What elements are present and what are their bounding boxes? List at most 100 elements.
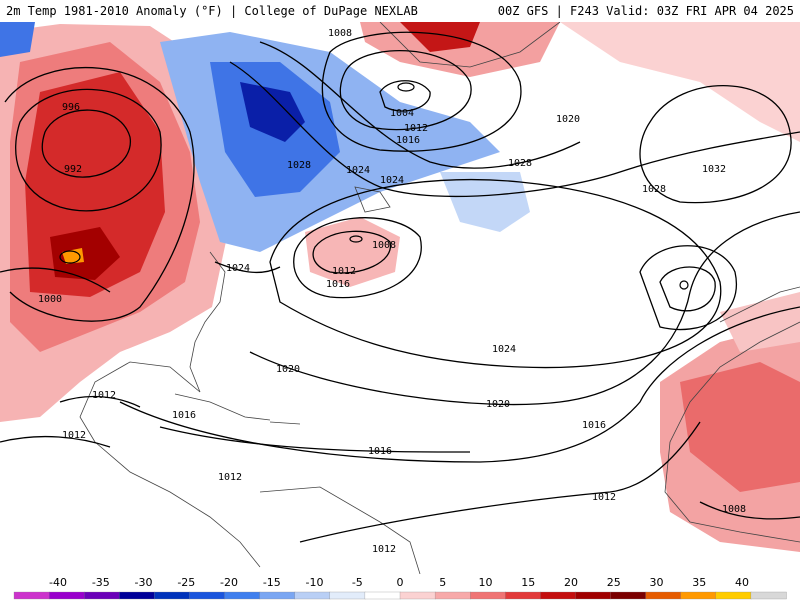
map-title: 2m Temp 1981-2010 Anomaly (°F) | College…	[6, 4, 418, 18]
colorbar-swatch	[540, 591, 577, 600]
isobar-label: 1016	[326, 279, 350, 290]
colorbar-swatch	[259, 591, 296, 600]
temperature-anomaly-colorbar: -40 -35 -30 -25 -20 -15 -10 -5 0 5 10 15 20 25 30 35 40	[0, 574, 800, 600]
colorbar-tick-label: 5	[439, 576, 446, 589]
colorbar-tick-label: -5	[352, 576, 363, 589]
colorbar-tick-label: 20	[564, 576, 578, 589]
isobar-1016-south	[159, 426, 471, 453]
isobar-label: 1012	[62, 430, 86, 441]
coastline-greenland	[379, 22, 561, 68]
model-run-info: 00Z GFS | F243 Valid: 03Z FRI APR 04 202…	[497, 4, 794, 18]
colorbar-swatch	[399, 591, 436, 600]
colorbar-tick-label: 35	[692, 576, 706, 589]
isobar-label: 996	[62, 102, 80, 113]
coastline-iberia	[719, 286, 800, 323]
colorbar-tick-label: 25	[607, 576, 621, 589]
colorbar-tick-label: -20	[220, 576, 238, 589]
isobar-north-atlantic-band-2	[229, 61, 800, 198]
isobar-ring-azores-high-outer	[639, 245, 738, 331]
colorbar-swatch	[329, 591, 366, 600]
temperature-anomaly-shading	[0, 22, 800, 552]
colorbar-swatch	[294, 591, 331, 600]
isobar-ring-low-west	[41, 109, 131, 178]
isobar-label: 1012	[372, 544, 396, 555]
colorbar-tick-label: -35	[92, 576, 110, 589]
cold-anomaly-nw-corner	[0, 22, 35, 57]
isobar-label: 1012	[404, 123, 428, 134]
colorbar-tick-label: 30	[650, 576, 664, 589]
isobar-label: 1024	[226, 263, 250, 274]
colorbar-swatch	[48, 591, 85, 600]
colorbar-swatches	[13, 591, 787, 600]
isobar-low-west-trough	[4, 67, 195, 322]
warm-anomaly-greenland	[360, 22, 560, 77]
isobar-label: 1012	[592, 492, 616, 503]
colorbar-swatch	[364, 591, 401, 600]
colorbar-swatch	[505, 591, 542, 600]
isobar-1016-band	[119, 306, 800, 463]
colorbar-tick-label: -40	[49, 576, 67, 589]
isobar-1012-south	[299, 421, 701, 543]
isobar-label: 1000	[38, 294, 62, 305]
warm-anomaly-greenland-core	[400, 22, 480, 52]
coastline-gulf	[79, 361, 201, 443]
coastlines	[79, 22, 800, 574]
isobar-label: 1016	[172, 410, 196, 421]
isobar-ring-greenland-low	[379, 80, 431, 112]
warm-anomaly-iberia	[720, 292, 800, 352]
isobar-label: 1016	[368, 446, 392, 457]
isobar-lines	[0, 31, 800, 543]
colorbar-swatch	[575, 591, 612, 600]
colorbar-tick-label: 10	[479, 576, 493, 589]
isobar-eastern-high	[639, 85, 792, 204]
isobar-ring-low-west-outer	[15, 88, 162, 212]
colorbar-swatch	[224, 591, 261, 600]
colorbar-swatch	[470, 591, 506, 600]
colorbar-swatch	[189, 591, 226, 600]
isobar-1000-west	[0, 267, 111, 293]
colorbar-tick-label: -15	[263, 576, 281, 589]
colorbar-swatch	[645, 591, 682, 600]
warm-anomaly-west-peak	[50, 227, 120, 280]
coastline-africa	[664, 321, 800, 543]
isobar-label: 1004	[390, 108, 414, 119]
isobar-label: 1028	[642, 184, 666, 195]
isobar-label: 1032	[702, 164, 726, 175]
colorbar-swatch	[84, 591, 120, 600]
isobar-label: 1024	[492, 344, 516, 355]
colorbar-swatch	[715, 591, 752, 600]
low-center-west	[59, 250, 81, 264]
isobar-label: 1020	[276, 364, 300, 375]
isobar-label: 1028	[508, 158, 532, 169]
isobar-label: 1020	[486, 399, 510, 410]
coastline-north-america-east	[189, 251, 226, 393]
isobar-subtropical-ridge	[249, 211, 800, 406]
low-center-atlantic	[349, 235, 363, 243]
colorbar-swatch	[610, 591, 647, 600]
isobar-atlantic-high	[269, 178, 722, 369]
colorbar-swatch	[119, 591, 156, 600]
isobar-label: 1028	[287, 160, 311, 171]
isobar-label: 1012	[218, 472, 242, 483]
coastline-hispaniola	[269, 421, 301, 425]
isobar-label: 1012	[92, 390, 116, 401]
isobar-label: 1008	[722, 504, 746, 515]
pressure-anomaly-map: 1008 996 992 1004 1012 1016 1028 1024 10…	[0, 22, 800, 574]
isobar-label: 1016	[582, 420, 606, 431]
isobar-label: 1016	[396, 135, 420, 146]
coastline-south-america	[259, 486, 421, 574]
colorbar-tick-label: -10	[306, 576, 324, 589]
colorbar-swatch	[434, 591, 471, 600]
colorbar-tick-label: 0	[397, 576, 404, 589]
isobar-label: 1008	[328, 28, 352, 39]
high-center-azores	[679, 280, 689, 290]
isobar-label: 1024	[380, 175, 404, 186]
isobar-label: 1012	[332, 266, 356, 277]
colorbar-swatch	[750, 591, 787, 600]
isobar-label: 1008	[372, 240, 396, 251]
cold-anomaly-midatlantic	[440, 172, 530, 232]
map-header: 2m Temp 1981-2010 Anomaly (°F) | College…	[0, 0, 800, 22]
isobar-1024-coast	[214, 261, 281, 274]
isobar-label: 1024	[346, 165, 370, 176]
